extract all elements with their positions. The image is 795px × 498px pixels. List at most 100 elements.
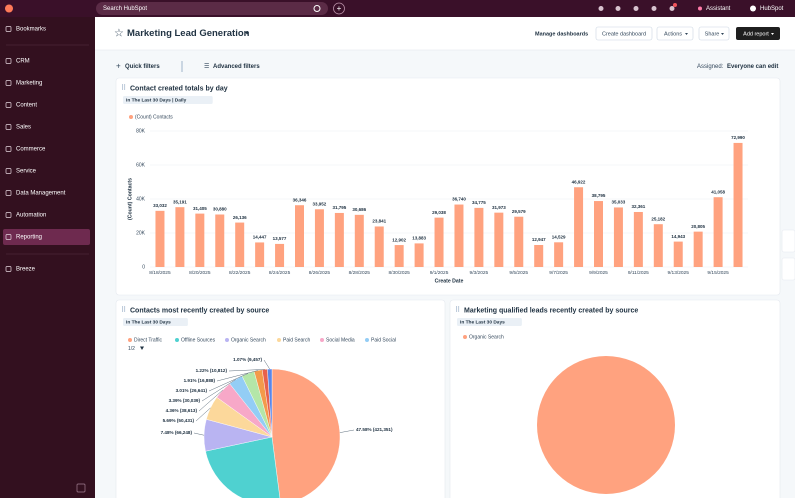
x-tick-label: 9/9/2025 bbox=[589, 270, 608, 276]
bar[interactable] bbox=[454, 204, 464, 267]
logo[interactable] bbox=[5, 4, 13, 13]
button[interactable]: Create dashboard bbox=[602, 31, 646, 37]
advanced-filters[interactable]: Advanced filters bbox=[213, 64, 260, 70]
dashboard-title[interactable]: Marketing Lead Generation bbox=[127, 28, 250, 39]
bar[interactable] bbox=[434, 217, 444, 267]
icon[interactable] bbox=[598, 6, 604, 11]
bar[interactable] bbox=[275, 243, 285, 267]
caret bbox=[771, 33, 774, 35]
icon[interactable] bbox=[669, 6, 675, 11]
bar[interactable] bbox=[653, 224, 663, 267]
button-frame[interactable] bbox=[595, 26, 653, 41]
search-box[interactable] bbox=[96, 2, 328, 15]
bar[interactable] bbox=[534, 244, 544, 267]
drag-handle[interactable]: ⠿ bbox=[121, 84, 126, 92]
icon[interactable] bbox=[633, 6, 639, 11]
button-frame[interactable] bbox=[656, 26, 694, 41]
legend-label: (Count) Contacts bbox=[135, 115, 173, 121]
bar[interactable] bbox=[334, 212, 344, 267]
menu-item[interactable]: CRM bbox=[16, 59, 30, 65]
y-tick-label: 60K bbox=[136, 162, 146, 168]
bar[interactable] bbox=[394, 245, 404, 267]
bar[interactable] bbox=[215, 214, 225, 267]
menu-item[interactable]: Data Management bbox=[16, 191, 66, 197]
x-tick-label: 9/1/2025 bbox=[430, 270, 449, 276]
bar[interactable] bbox=[295, 205, 304, 267]
menu-item[interactable]: Marketing bbox=[16, 81, 42, 87]
x-tick-label: 8/30/2025 bbox=[388, 270, 410, 276]
add-button[interactable] bbox=[333, 2, 345, 15]
button[interactable]: Actions bbox=[664, 31, 682, 37]
bar[interactable] bbox=[354, 214, 364, 267]
value-label: 13,883 bbox=[412, 236, 426, 241]
menu-item[interactable]: Service bbox=[16, 169, 37, 175]
bar[interactable] bbox=[613, 207, 623, 267]
quick-filters[interactable]: Quick filters bbox=[125, 64, 160, 70]
drag-handle[interactable]: ⠿ bbox=[121, 306, 126, 314]
value-label: 12,947 bbox=[532, 237, 546, 242]
side-tool[interactable] bbox=[781, 257, 795, 281]
report-subtitle: In The Last 30 Days | Daily bbox=[126, 98, 187, 104]
button[interactable]: Add report bbox=[743, 31, 769, 37]
bar[interactable] bbox=[195, 213, 205, 267]
bar[interactable] bbox=[554, 242, 564, 267]
value-label: 36,346 bbox=[293, 197, 307, 202]
bar[interactable] bbox=[633, 211, 643, 267]
bar[interactable] bbox=[235, 222, 245, 267]
leader-line bbox=[198, 389, 223, 412]
menu-item[interactable]: Content bbox=[16, 103, 37, 109]
drag-handle[interactable]: ⠿ bbox=[455, 306, 460, 314]
bar[interactable] bbox=[733, 142, 743, 267]
menu-item[interactable]: Sales bbox=[16, 125, 31, 131]
leader-line bbox=[216, 370, 259, 382]
value-label: 20,805 bbox=[691, 224, 705, 229]
collapse-button[interactable] bbox=[76, 483, 86, 493]
menu-item[interactable]: Automation bbox=[16, 213, 46, 219]
bar[interactable] bbox=[374, 226, 384, 267]
bar[interactable] bbox=[594, 201, 603, 267]
menu-item[interactable]: Commerce bbox=[16, 147, 46, 153]
bar[interactable] bbox=[175, 207, 185, 267]
bar[interactable] bbox=[474, 207, 484, 267]
pager-caret[interactable] bbox=[140, 346, 144, 351]
bar[interactable] bbox=[414, 243, 424, 267]
y-tick-label: 0 bbox=[142, 264, 145, 270]
pie-slice[interactable] bbox=[205, 436, 281, 498]
bar[interactable] bbox=[514, 216, 524, 267]
sidebar-menu: Bookmarks CRM Marketing Content Sales Commerc… bbox=[3, 26, 90, 273]
account[interactable]: HubSpot bbox=[760, 6, 784, 12]
menu-item[interactable]: Breeze bbox=[16, 267, 36, 273]
badge bbox=[457, 318, 522, 326]
bar[interactable] bbox=[155, 210, 165, 267]
menu-icon bbox=[5, 26, 12, 32]
bar[interactable] bbox=[673, 241, 683, 267]
legend-swatch bbox=[365, 338, 369, 342]
value-label: 34,775 bbox=[472, 200, 486, 205]
bar[interactable] bbox=[255, 242, 265, 267]
bar[interactable] bbox=[693, 231, 703, 267]
bar[interactable] bbox=[574, 187, 584, 267]
assistant[interactable]: Assistant bbox=[706, 6, 731, 12]
icon[interactable] bbox=[615, 6, 621, 11]
legend-swatch bbox=[320, 338, 324, 342]
legend-label: Organic Search bbox=[231, 338, 266, 344]
legend-label: Direct Traffic bbox=[134, 338, 162, 344]
bar[interactable] bbox=[713, 197, 723, 267]
side-tool[interactable] bbox=[781, 229, 795, 253]
menu-item[interactable]: Reporting bbox=[16, 235, 42, 241]
button[interactable]: Manage dashboards bbox=[535, 31, 588, 37]
bar[interactable] bbox=[494, 212, 504, 267]
bar[interactable] bbox=[314, 209, 324, 267]
value-label: 36,740 bbox=[452, 197, 466, 202]
leader-line bbox=[339, 429, 355, 433]
star-icon[interactable]: ☆ bbox=[114, 27, 124, 39]
menu-item[interactable]: Bookmarks bbox=[16, 27, 46, 33]
filter-icon: ☰ bbox=[204, 63, 209, 70]
assigned-value[interactable]: Everyone can edit bbox=[727, 64, 778, 70]
button-frame[interactable] bbox=[736, 27, 780, 40]
pie-slice[interactable] bbox=[537, 356, 675, 494]
icon[interactable] bbox=[651, 6, 657, 11]
button-frame[interactable] bbox=[698, 26, 730, 41]
legend-swatch bbox=[175, 338, 179, 342]
button[interactable]: Share bbox=[705, 31, 720, 37]
